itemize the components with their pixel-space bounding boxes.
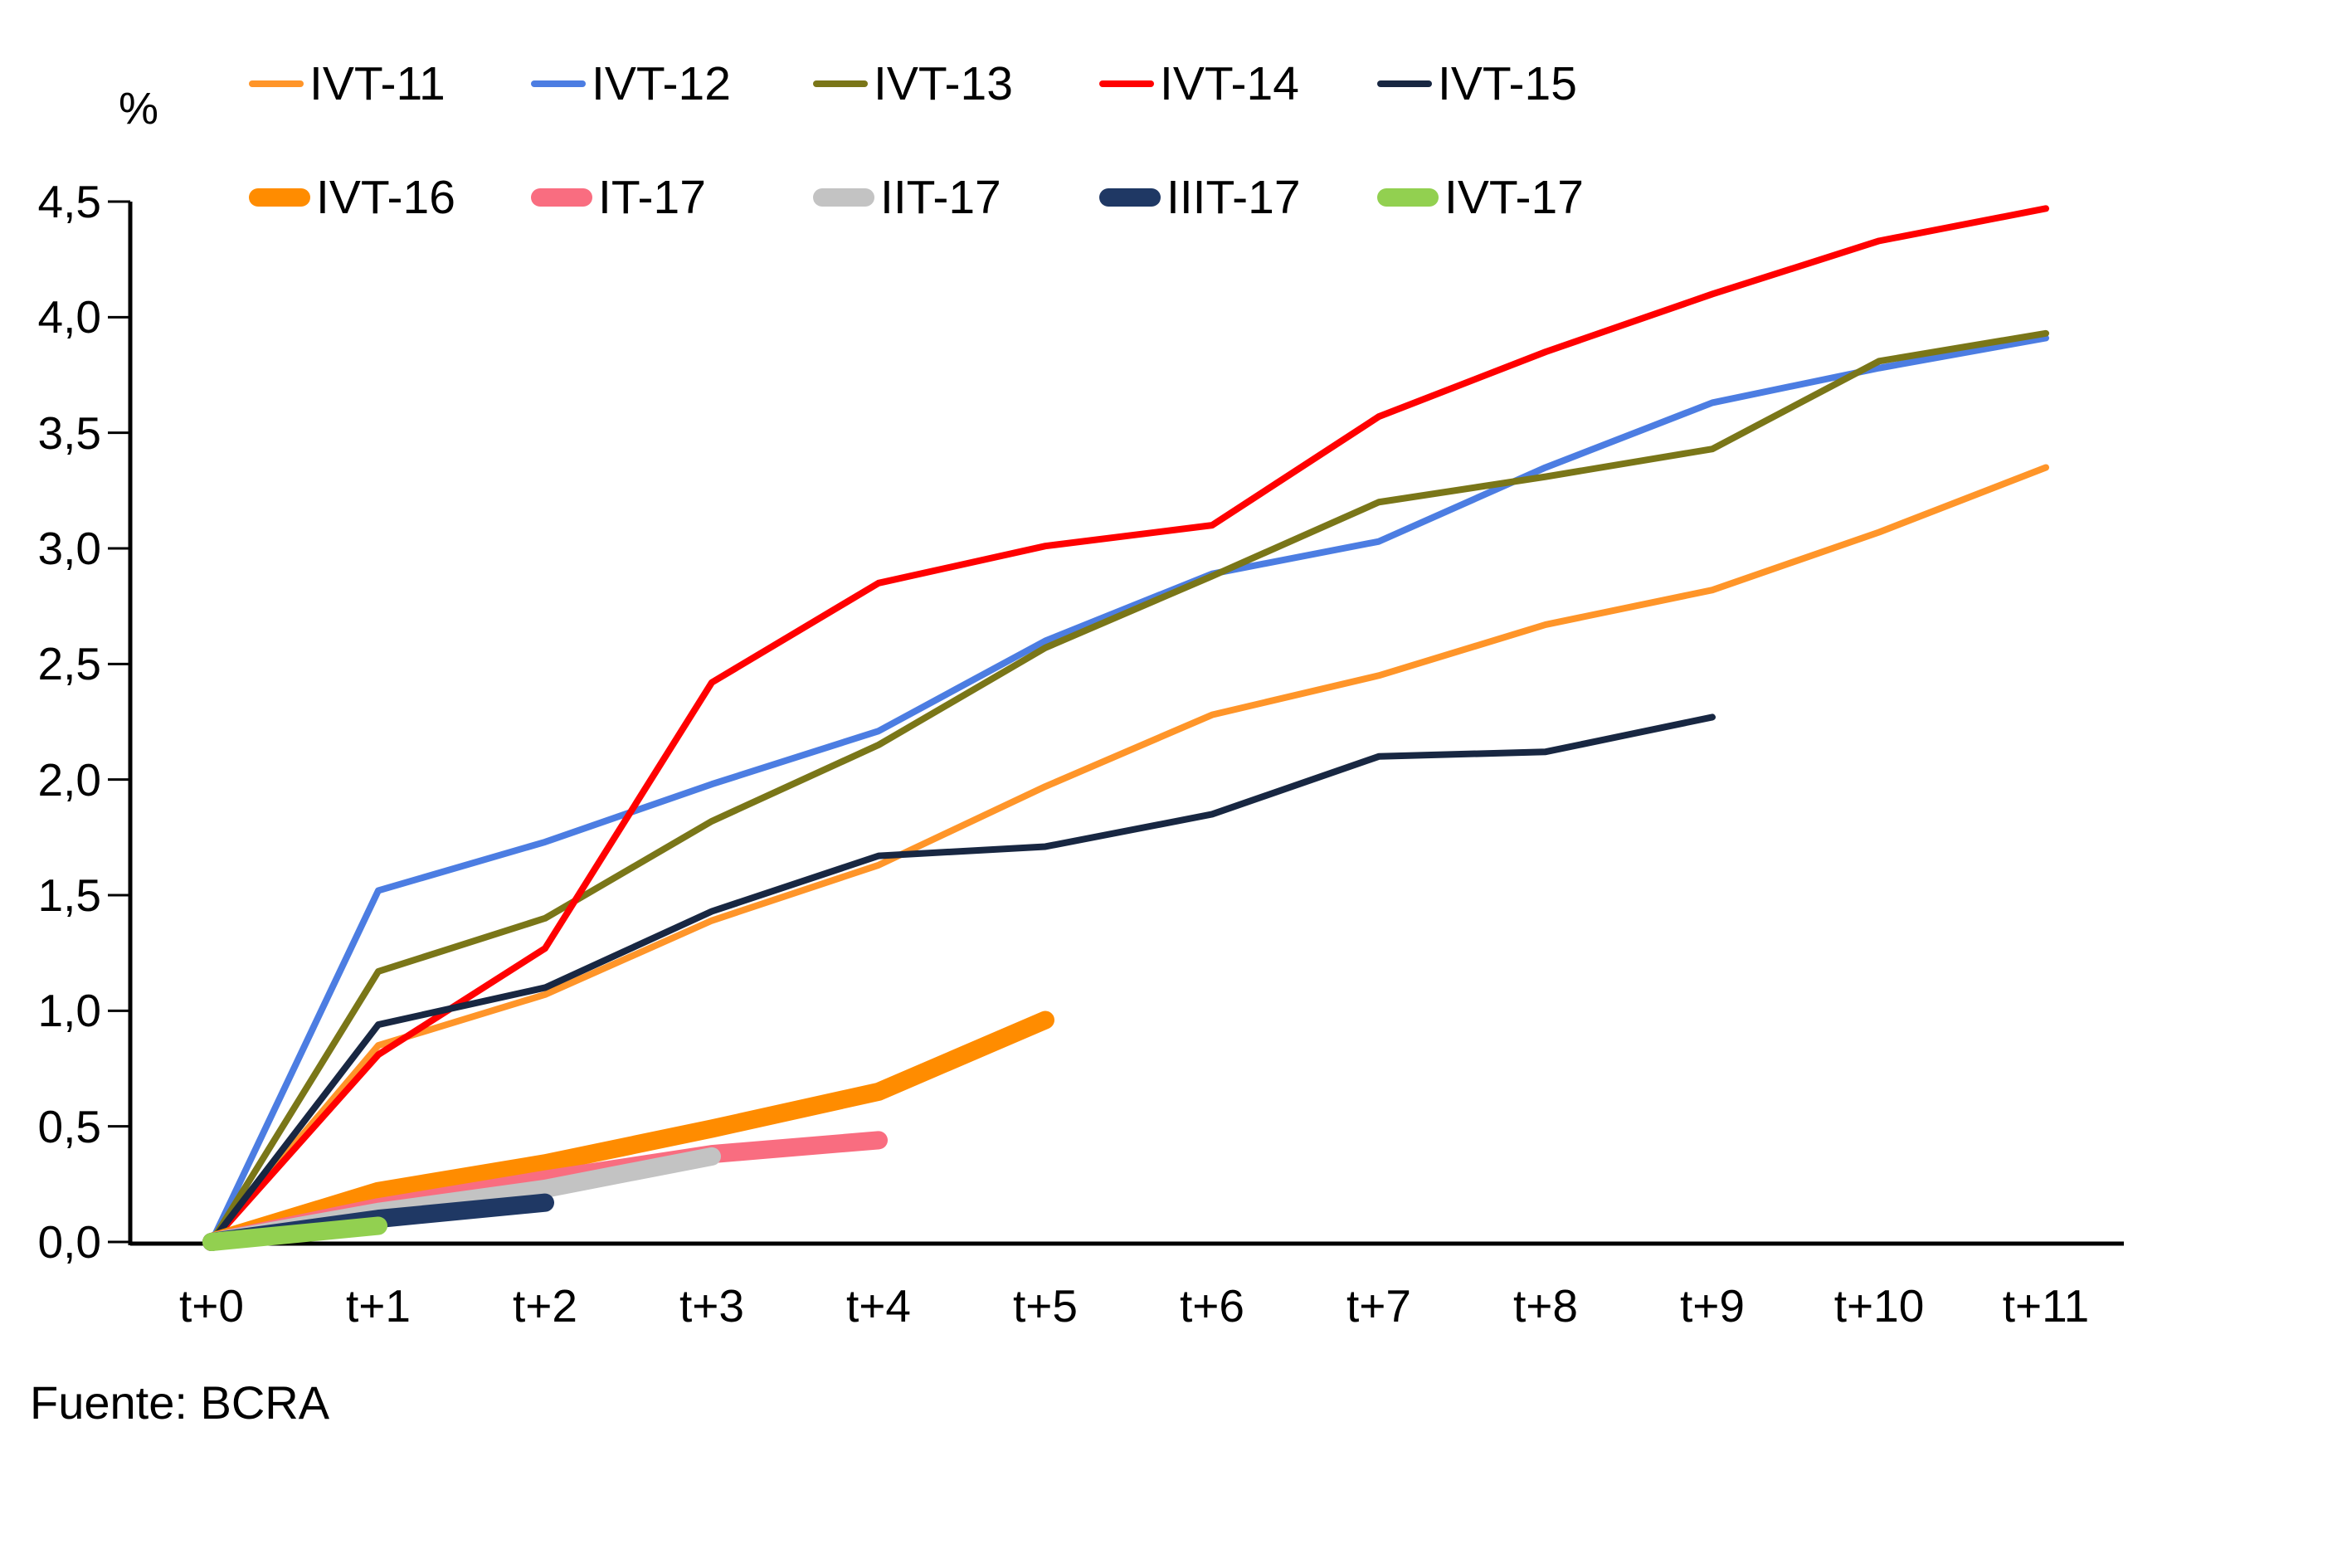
legend-swatch-icon (1377, 188, 1439, 207)
y-tick-label: 0,5 (37, 1100, 101, 1152)
legend-label: IVT-12 (592, 57, 731, 110)
legend-swatch-icon (531, 80, 586, 87)
legend-swatch-icon (813, 80, 868, 87)
x-tick-label: t+3 (679, 1280, 744, 1332)
legend-item-IVT-16: IVT-16 (249, 170, 455, 225)
y-tick-label: 2,0 (37, 753, 101, 806)
series-line-IVT-12 (208, 334, 2049, 1245)
y-tick-label: 3,5 (37, 407, 101, 459)
series-line-IVT-15 (208, 713, 1716, 1245)
legend-swatch-icon (1377, 80, 1432, 87)
legend-label: IVT-17 (1444, 171, 1584, 224)
legend-swatch-icon (249, 80, 304, 87)
series-line-IVT-13 (208, 329, 2049, 1245)
series-line-IVT-11 (208, 464, 2049, 1245)
legend-label: IVT-13 (874, 57, 1013, 110)
y-tick-label: 4,0 (37, 291, 101, 343)
legend-label: IVT-16 (316, 171, 455, 224)
x-tick-label: t+5 (1013, 1280, 1078, 1332)
legend-item-IVT-14: IVT-14 (1099, 56, 1299, 111)
y-tick-label: 0,0 (37, 1216, 101, 1268)
source-note: Fuente: BCRA (30, 1376, 330, 1429)
y-tick-label: 3,0 (37, 523, 101, 574)
x-tick-label: t+8 (1513, 1280, 1578, 1332)
x-tick-label: t+11 (2002, 1280, 2090, 1332)
legend-item-IIT-17: IIT-17 (813, 170, 1001, 225)
legend-swatch-icon (249, 188, 310, 207)
legend-swatch-icon (1099, 188, 1161, 207)
series-line-IVT-16 (202, 1010, 1054, 1251)
legend-label: IIIT-17 (1166, 171, 1301, 224)
legend-swatch-icon (531, 188, 592, 207)
y-tick-label: 1,0 (37, 985, 101, 1037)
legend-label: IIT-17 (880, 171, 1001, 224)
x-tick-label: t+10 (1833, 1280, 1925, 1332)
y-tick-label: 1,5 (37, 869, 101, 921)
legend-item-IVT-11: IVT-11 (249, 56, 446, 111)
x-tick-label: t+2 (513, 1280, 577, 1332)
legend-label: IVT-15 (1438, 57, 1577, 110)
legend-item-IVT-12: IVT-12 (531, 56, 731, 111)
legend-item-IVT-13: IVT-13 (813, 56, 1013, 111)
legend-item-IIIT-17: IIIT-17 (1099, 170, 1301, 225)
legend-label: IVT-11 (309, 57, 446, 110)
legend-label: IT-17 (598, 171, 706, 224)
x-tick-label: t+9 (1680, 1280, 1745, 1332)
x-tick-label: t+7 (1346, 1280, 1411, 1332)
x-tick-label: t+0 (179, 1280, 244, 1332)
series-line-IVT-14 (208, 205, 2049, 1245)
y-axis-unit-label: % (119, 84, 159, 134)
legend-item-IT-17: IT-17 (531, 170, 706, 225)
legend-swatch-icon (813, 188, 874, 207)
y-tick-label: 4,5 (37, 176, 101, 227)
legend-item-IVT-17: IVT-17 (1377, 170, 1584, 225)
legend-label: IVT-14 (1160, 57, 1299, 110)
x-tick-label: t+4 (846, 1280, 911, 1332)
x-tick-label: t+6 (1180, 1280, 1244, 1332)
legend-item-IVT-15: IVT-15 (1377, 56, 1577, 111)
legend-swatch-icon (1099, 80, 1154, 87)
x-tick-label: t+1 (346, 1280, 411, 1332)
series-line-IVT-17 (202, 1216, 387, 1251)
y-tick-label: 2,5 (37, 638, 101, 690)
